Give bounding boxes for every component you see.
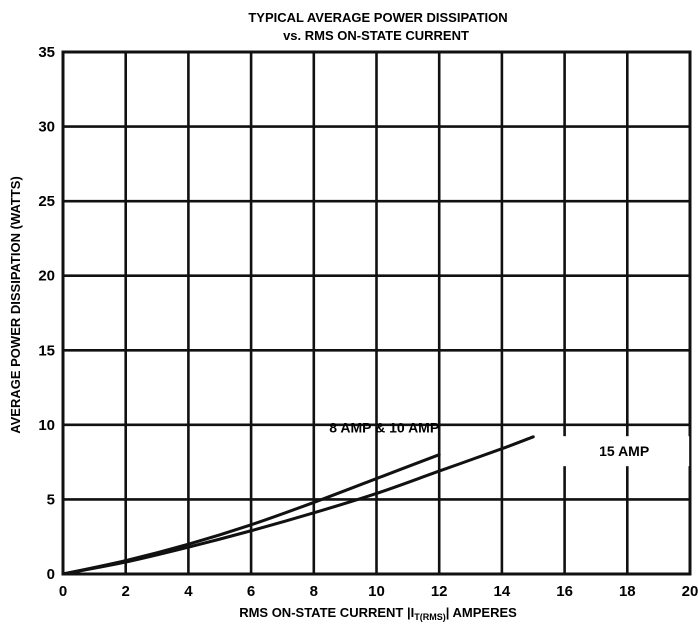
x-tick-label-4: 4	[184, 583, 193, 600]
x-tick-label-6: 6	[247, 583, 255, 600]
x-tick-label-12: 12	[431, 583, 448, 600]
x-tick-label-10: 10	[368, 583, 385, 600]
y-tick-label-15: 15	[38, 342, 55, 359]
y-tick-label-25: 25	[38, 193, 55, 210]
y-axis-label: AVERAGE POWER DISSIPATION (WATTS)	[8, 176, 23, 434]
y-tick-label-0: 0	[47, 566, 55, 583]
y-tick-label-5: 5	[47, 491, 55, 508]
x-tick-label-2: 2	[122, 583, 130, 600]
x-axis-label-suffix: | AMPERES	[446, 605, 517, 620]
plot-frame	[61, 50, 692, 576]
series-label-15-amp: 15 AMP	[599, 443, 649, 459]
chart-title-line-1: TYPICAL AVERAGE POWER DISSIPATION	[248, 10, 507, 25]
series-labels: 8 AMP & 10 AMP 15 AMP	[329, 419, 690, 467]
x-tick-label-14: 14	[494, 583, 511, 600]
x-axis-label-symbol: I	[411, 605, 415, 620]
y-tick-label-30: 30	[38, 119, 55, 136]
x-axis-label-subscript: T(RMS)	[414, 612, 446, 622]
series-label-background-15-amp	[559, 436, 690, 467]
x-tick-label-20: 20	[682, 583, 698, 600]
x-tick-label-16: 16	[556, 583, 573, 600]
x-tick-label-8: 8	[310, 583, 318, 600]
x-axis-label-prefix: RMS ON-STATE CURRENT |	[239, 605, 410, 620]
series-label-8-amp-10-amp: 8 AMP & 10 AMP	[329, 419, 439, 435]
y-tick-label-10: 10	[38, 417, 55, 434]
y-tick-label-20: 20	[38, 268, 55, 285]
x-axis-label: RMS ON-STATE CURRENT |IT(RMS)| AMPERES	[239, 605, 517, 622]
chart-title-line-2: vs. RMS ON-STATE CURRENT	[283, 28, 469, 43]
y-tick-label-35: 35	[38, 44, 55, 61]
x-tick-label-18: 18	[619, 583, 636, 600]
series-line-15-amp	[61, 435, 535, 576]
x-tick-label-0: 0	[59, 583, 67, 600]
tick-labels: 0 2 4 6 8 10 12 14 16 18 20 0 5 10 15 20 25 30 35	[38, 44, 698, 600]
grid	[61, 50, 692, 576]
series	[61, 435, 535, 576]
